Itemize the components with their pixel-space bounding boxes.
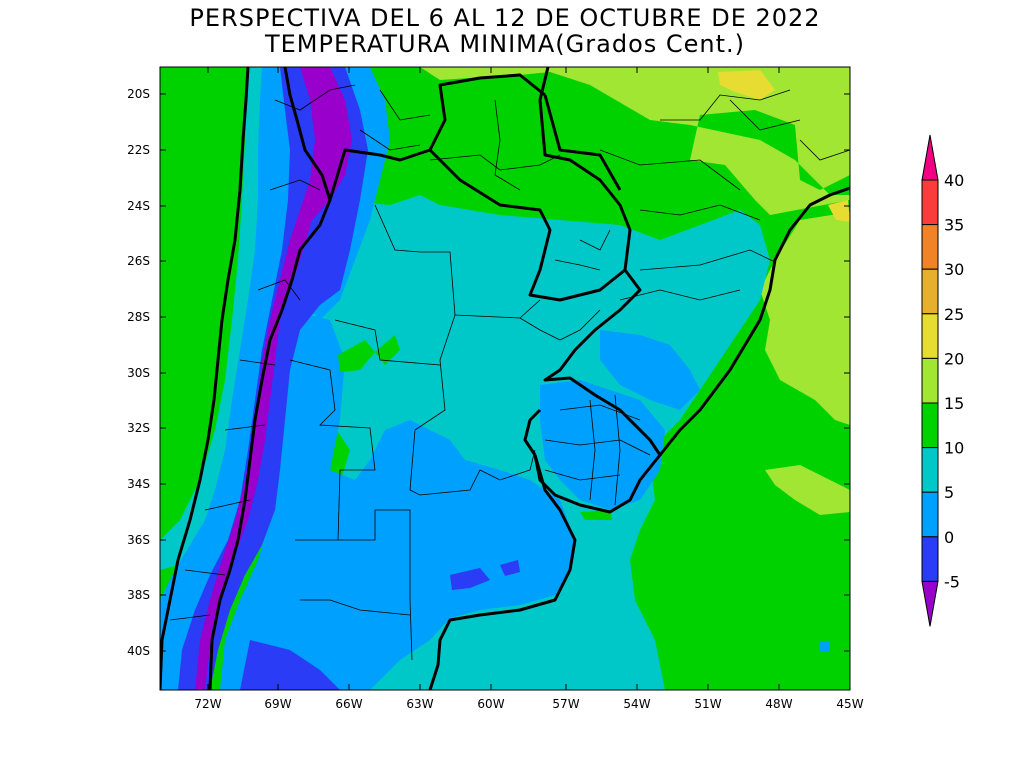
y-tick-26s: 26S xyxy=(127,254,150,268)
colorbar-label: 35 xyxy=(944,216,964,235)
region-0-5-chile xyxy=(160,67,305,690)
region-minus5-0-south xyxy=(240,640,340,690)
colorbar-label: 15 xyxy=(944,394,964,413)
colorbar-box xyxy=(921,536,939,582)
colorbar-label: 25 xyxy=(944,305,964,324)
colorbar-label: 30 xyxy=(944,260,964,279)
colorbar-triangle-bottom xyxy=(921,580,939,627)
colorbar-box xyxy=(921,313,939,359)
y-axis xyxy=(160,93,850,652)
colorbar-box xyxy=(921,268,939,315)
map-frame xyxy=(159,66,851,691)
colorbar-box xyxy=(921,179,939,226)
region-10-15-patch-3 xyxy=(580,510,612,520)
region-15-20-atlantic-south xyxy=(765,465,850,515)
y-tick-20s: 20S xyxy=(127,87,150,101)
colorbar-label: 40 xyxy=(944,171,964,190)
colorbar-box xyxy=(921,491,939,538)
colorbar-box xyxy=(921,447,939,493)
y-tick-32s: 32S xyxy=(127,421,150,435)
x-tick-63w: 63W xyxy=(406,697,433,711)
x-tick-57w: 57W xyxy=(552,697,579,711)
x-tick-51w: 51W xyxy=(694,697,721,711)
region-0-5-small-spot xyxy=(820,642,830,652)
colorbar-label: 0 xyxy=(944,528,954,547)
colorbar-label: 10 xyxy=(944,439,964,458)
x-tick-60w: 60W xyxy=(477,697,504,711)
region-10-15-patch-2 xyxy=(375,335,400,365)
x-tick-45w: 45W xyxy=(836,697,863,711)
x-tick-66w: 66W xyxy=(335,697,362,711)
x-axis xyxy=(207,67,851,690)
y-tick-40s: 40S xyxy=(127,644,150,658)
colorbar-label: 20 xyxy=(944,349,964,368)
borders-layer xyxy=(160,67,850,690)
y-tick-34s: 34S xyxy=(127,477,150,491)
region-minus5-0-blob-b xyxy=(500,560,520,576)
y-tick-22s: 22S xyxy=(127,143,150,157)
country-borders xyxy=(160,67,850,690)
region-5-10-chile-strip xyxy=(160,67,275,570)
x-tick-48w: 48W xyxy=(765,697,792,711)
x-tick-69w: 69W xyxy=(264,697,291,711)
colorbar-label: 5 xyxy=(944,483,954,502)
x-tick-labels: 72W 69W 66W 63W 60W 57W 54W 51W 48W 45W xyxy=(194,697,863,711)
region-15-20-brazil xyxy=(420,67,850,425)
region-20-25-spot-north xyxy=(718,70,775,100)
x-tick-54w: 54W xyxy=(623,697,650,711)
y-tick-28s: 28S xyxy=(127,310,150,324)
y-tick-30s: 30S xyxy=(127,366,150,380)
colorbar-box xyxy=(921,224,939,270)
y-tick-labels: 20S 22S 24S 26S 28S 30S 32S 34S 36S 38S … xyxy=(127,87,150,658)
region-minus5-0-blob-a xyxy=(450,568,490,590)
region-0-5-cuyo-patagonia xyxy=(220,310,575,690)
x-tick-72w: 72W xyxy=(194,697,221,711)
region-below-minus5-andes xyxy=(195,67,352,690)
map-title-line-2: TEMPERATURA MINIMA(Grados Cent.) xyxy=(264,30,746,58)
y-tick-38s: 38S xyxy=(127,588,150,602)
map-title-line-1: PERSPECTIVA DEL 6 AL 12 DE OCTUBRE DE 20… xyxy=(189,4,821,32)
colorbar-box xyxy=(921,357,939,404)
colorbar-triangle-top xyxy=(921,134,939,181)
y-tick-36s: 36S xyxy=(127,533,150,547)
colorbar-box xyxy=(921,402,939,449)
colorbar-label: -5 xyxy=(944,572,960,591)
colorbar-labels: 40 35 30 25 20 15 10 5 0 -5 xyxy=(944,171,964,591)
colorbar-boxes xyxy=(921,134,939,627)
province-lines xyxy=(169,84,850,661)
region-0-5-mesopotamia xyxy=(600,330,700,410)
region-10-15-patch-1 xyxy=(338,340,375,372)
y-tick-24s: 24S xyxy=(127,199,150,213)
